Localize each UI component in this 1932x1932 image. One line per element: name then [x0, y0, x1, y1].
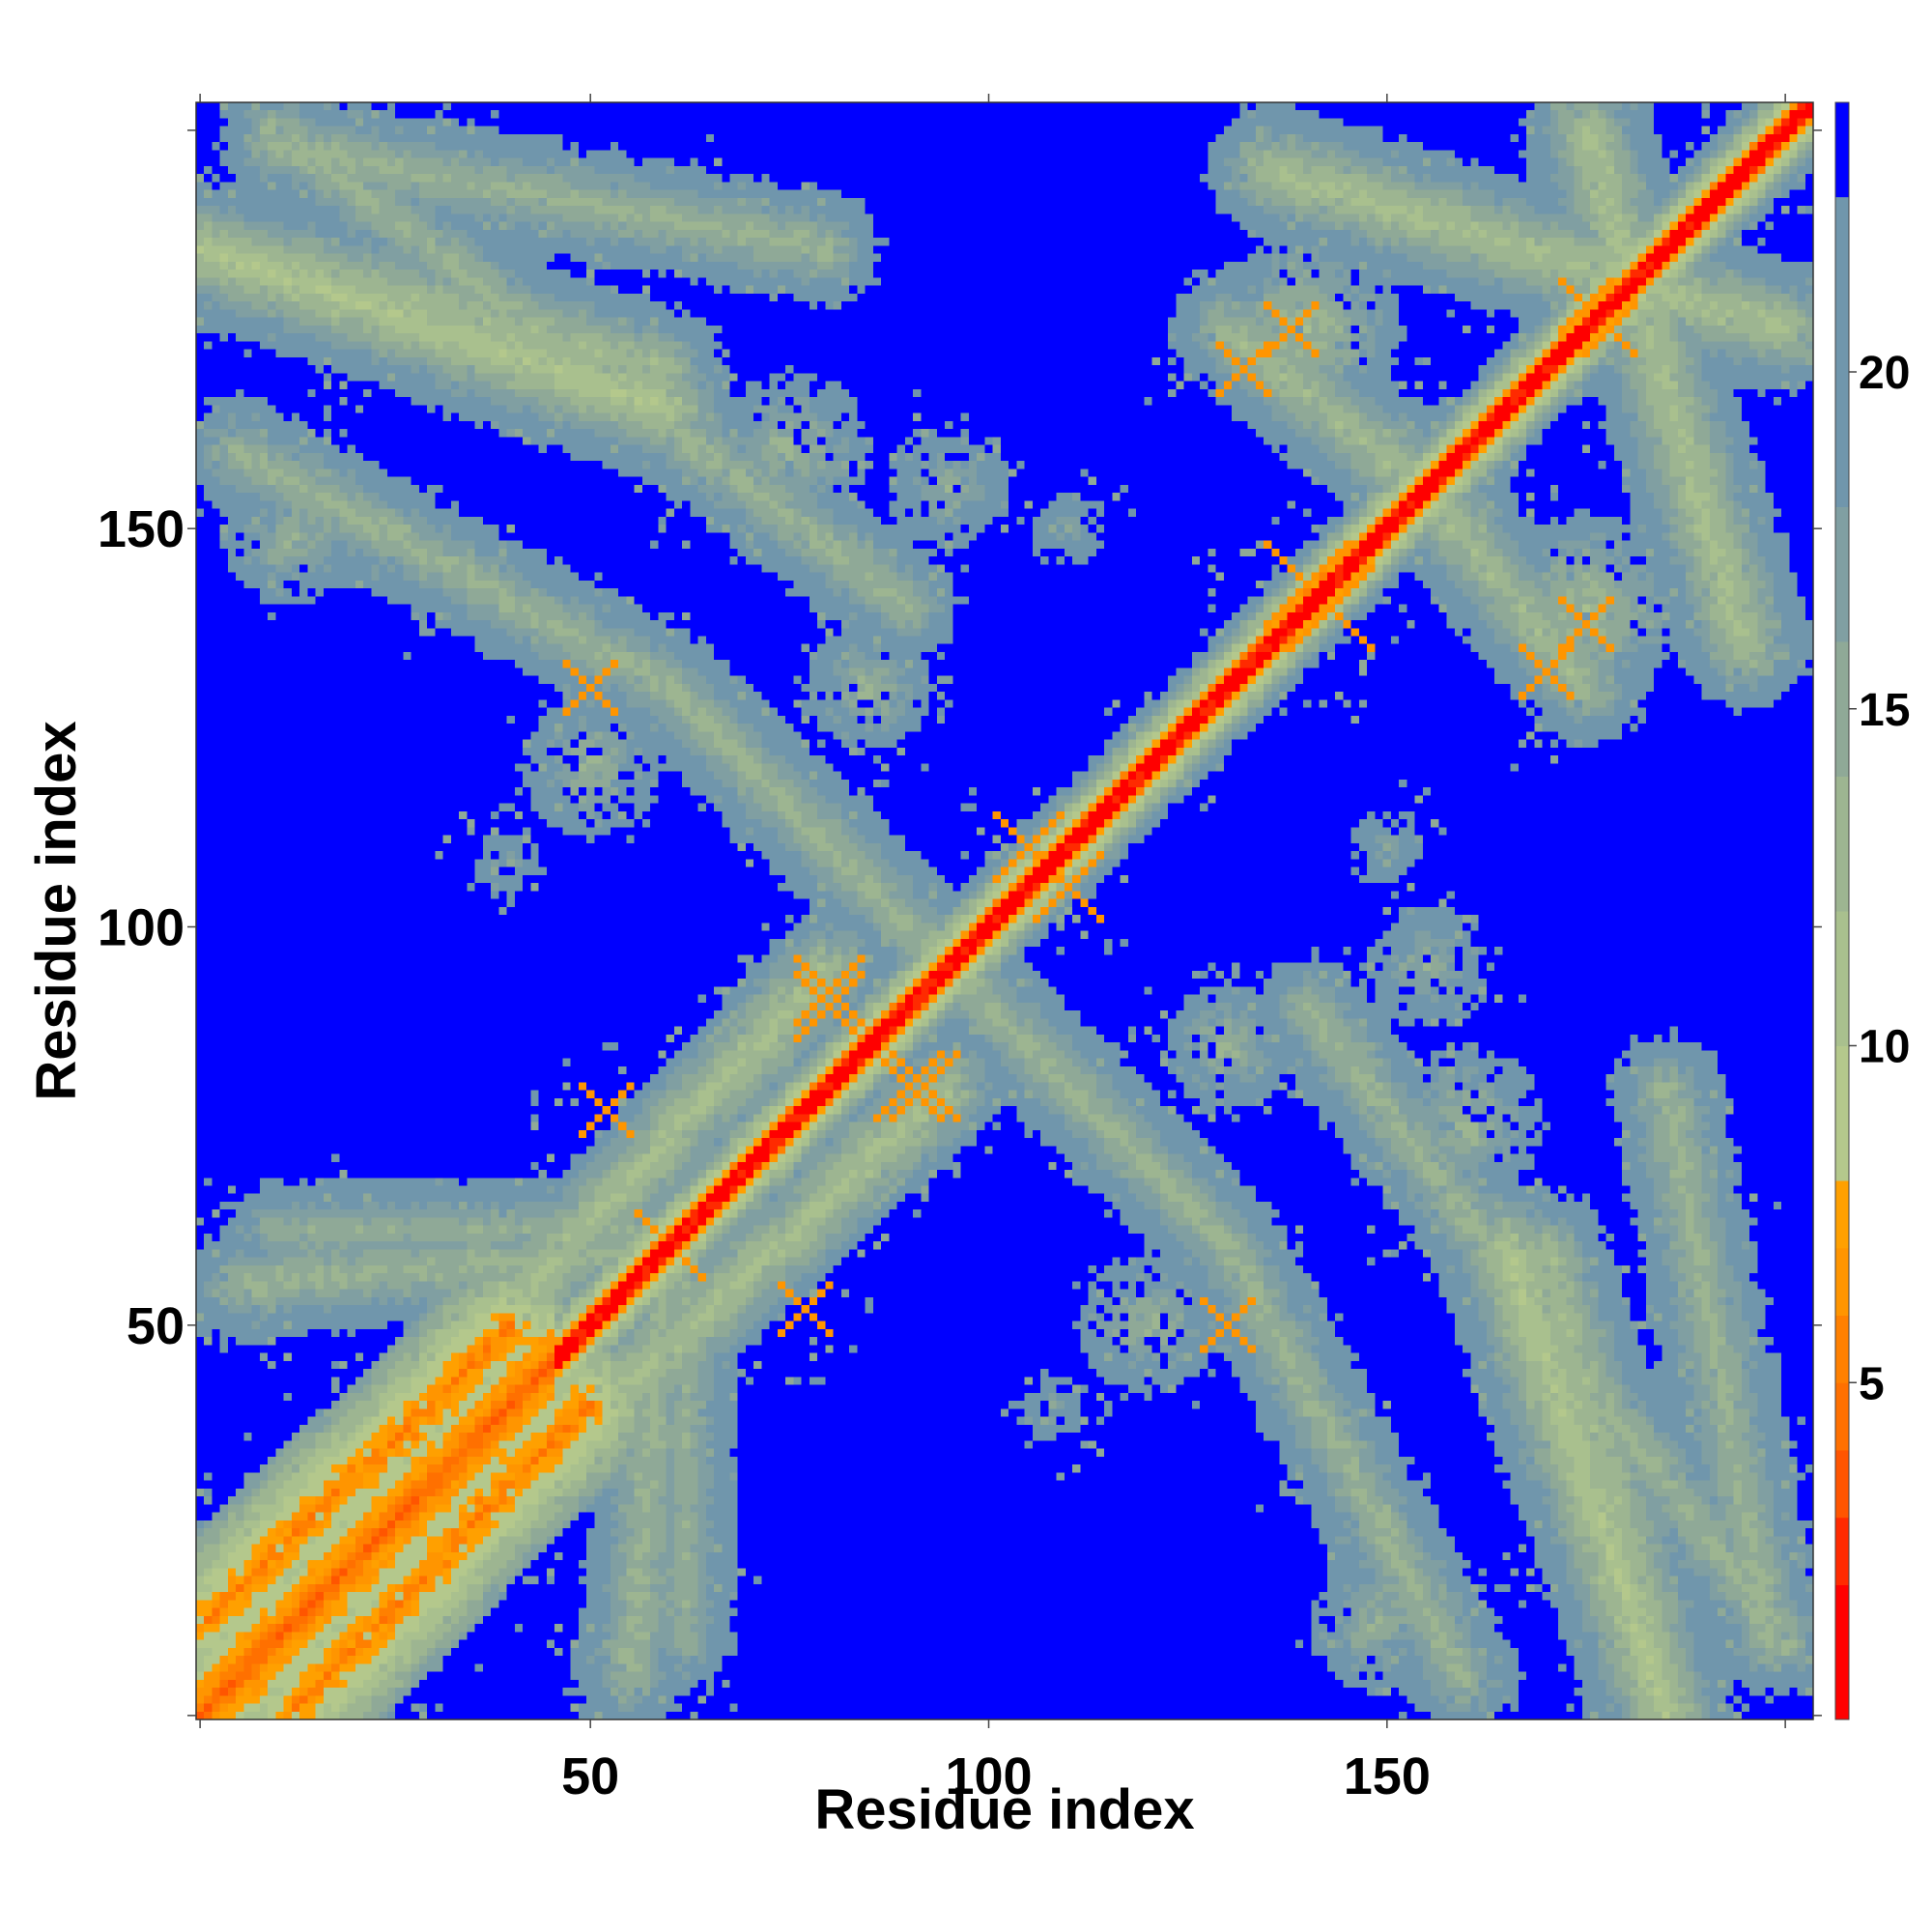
colorbar-band	[1835, 776, 1849, 912]
colorbar-band	[1835, 1584, 1849, 1720]
colorbar: 5 10 15 20	[1834, 101, 1910, 1720]
colorbar-tick-label: 15	[1859, 685, 1910, 736]
y-axis-title: Residue index	[25, 721, 88, 1100]
colorbar-band	[1835, 102, 1849, 198]
colorbar-band	[1835, 1382, 1849, 1451]
x-tick-label: 150	[1344, 1747, 1431, 1805]
colorbar-band	[1835, 1045, 1849, 1181]
colorbar-band	[1835, 506, 1849, 642]
colorbar-band	[1835, 1315, 1849, 1383]
colorbar-band	[1835, 1247, 1849, 1316]
x-tick-label: 100	[945, 1747, 1032, 1805]
colorbar-band	[1835, 641, 1849, 777]
heatmap-cells	[196, 102, 1813, 1719]
x-axis-title: Residue index	[814, 1778, 1194, 1841]
colorbar-band	[1835, 196, 1849, 507]
colorbar-band	[1835, 1517, 1849, 1585]
y-tick-label: 50	[127, 1297, 185, 1355]
colorbar-tick-label: 5	[1859, 1358, 1885, 1409]
colorbar-band	[1835, 1180, 1849, 1249]
y-tick-label: 100	[98, 898, 185, 956]
colorbar-tick-label: 20	[1859, 348, 1910, 399]
colorbar-band	[1835, 1450, 1849, 1519]
colorbar-frame	[1834, 101, 1850, 1720]
colorbar-band	[1835, 911, 1849, 1046]
colorbar-tick-label: 10	[1859, 1022, 1910, 1073]
axes: 50 100 150 50 100 150	[98, 94, 1822, 1805]
y-tick-label: 150	[98, 500, 185, 558]
heatmap-plot-area	[196, 102, 1813, 1719]
plot-frame	[195, 101, 1814, 1720]
x-tick-label: 50	[561, 1747, 619, 1805]
